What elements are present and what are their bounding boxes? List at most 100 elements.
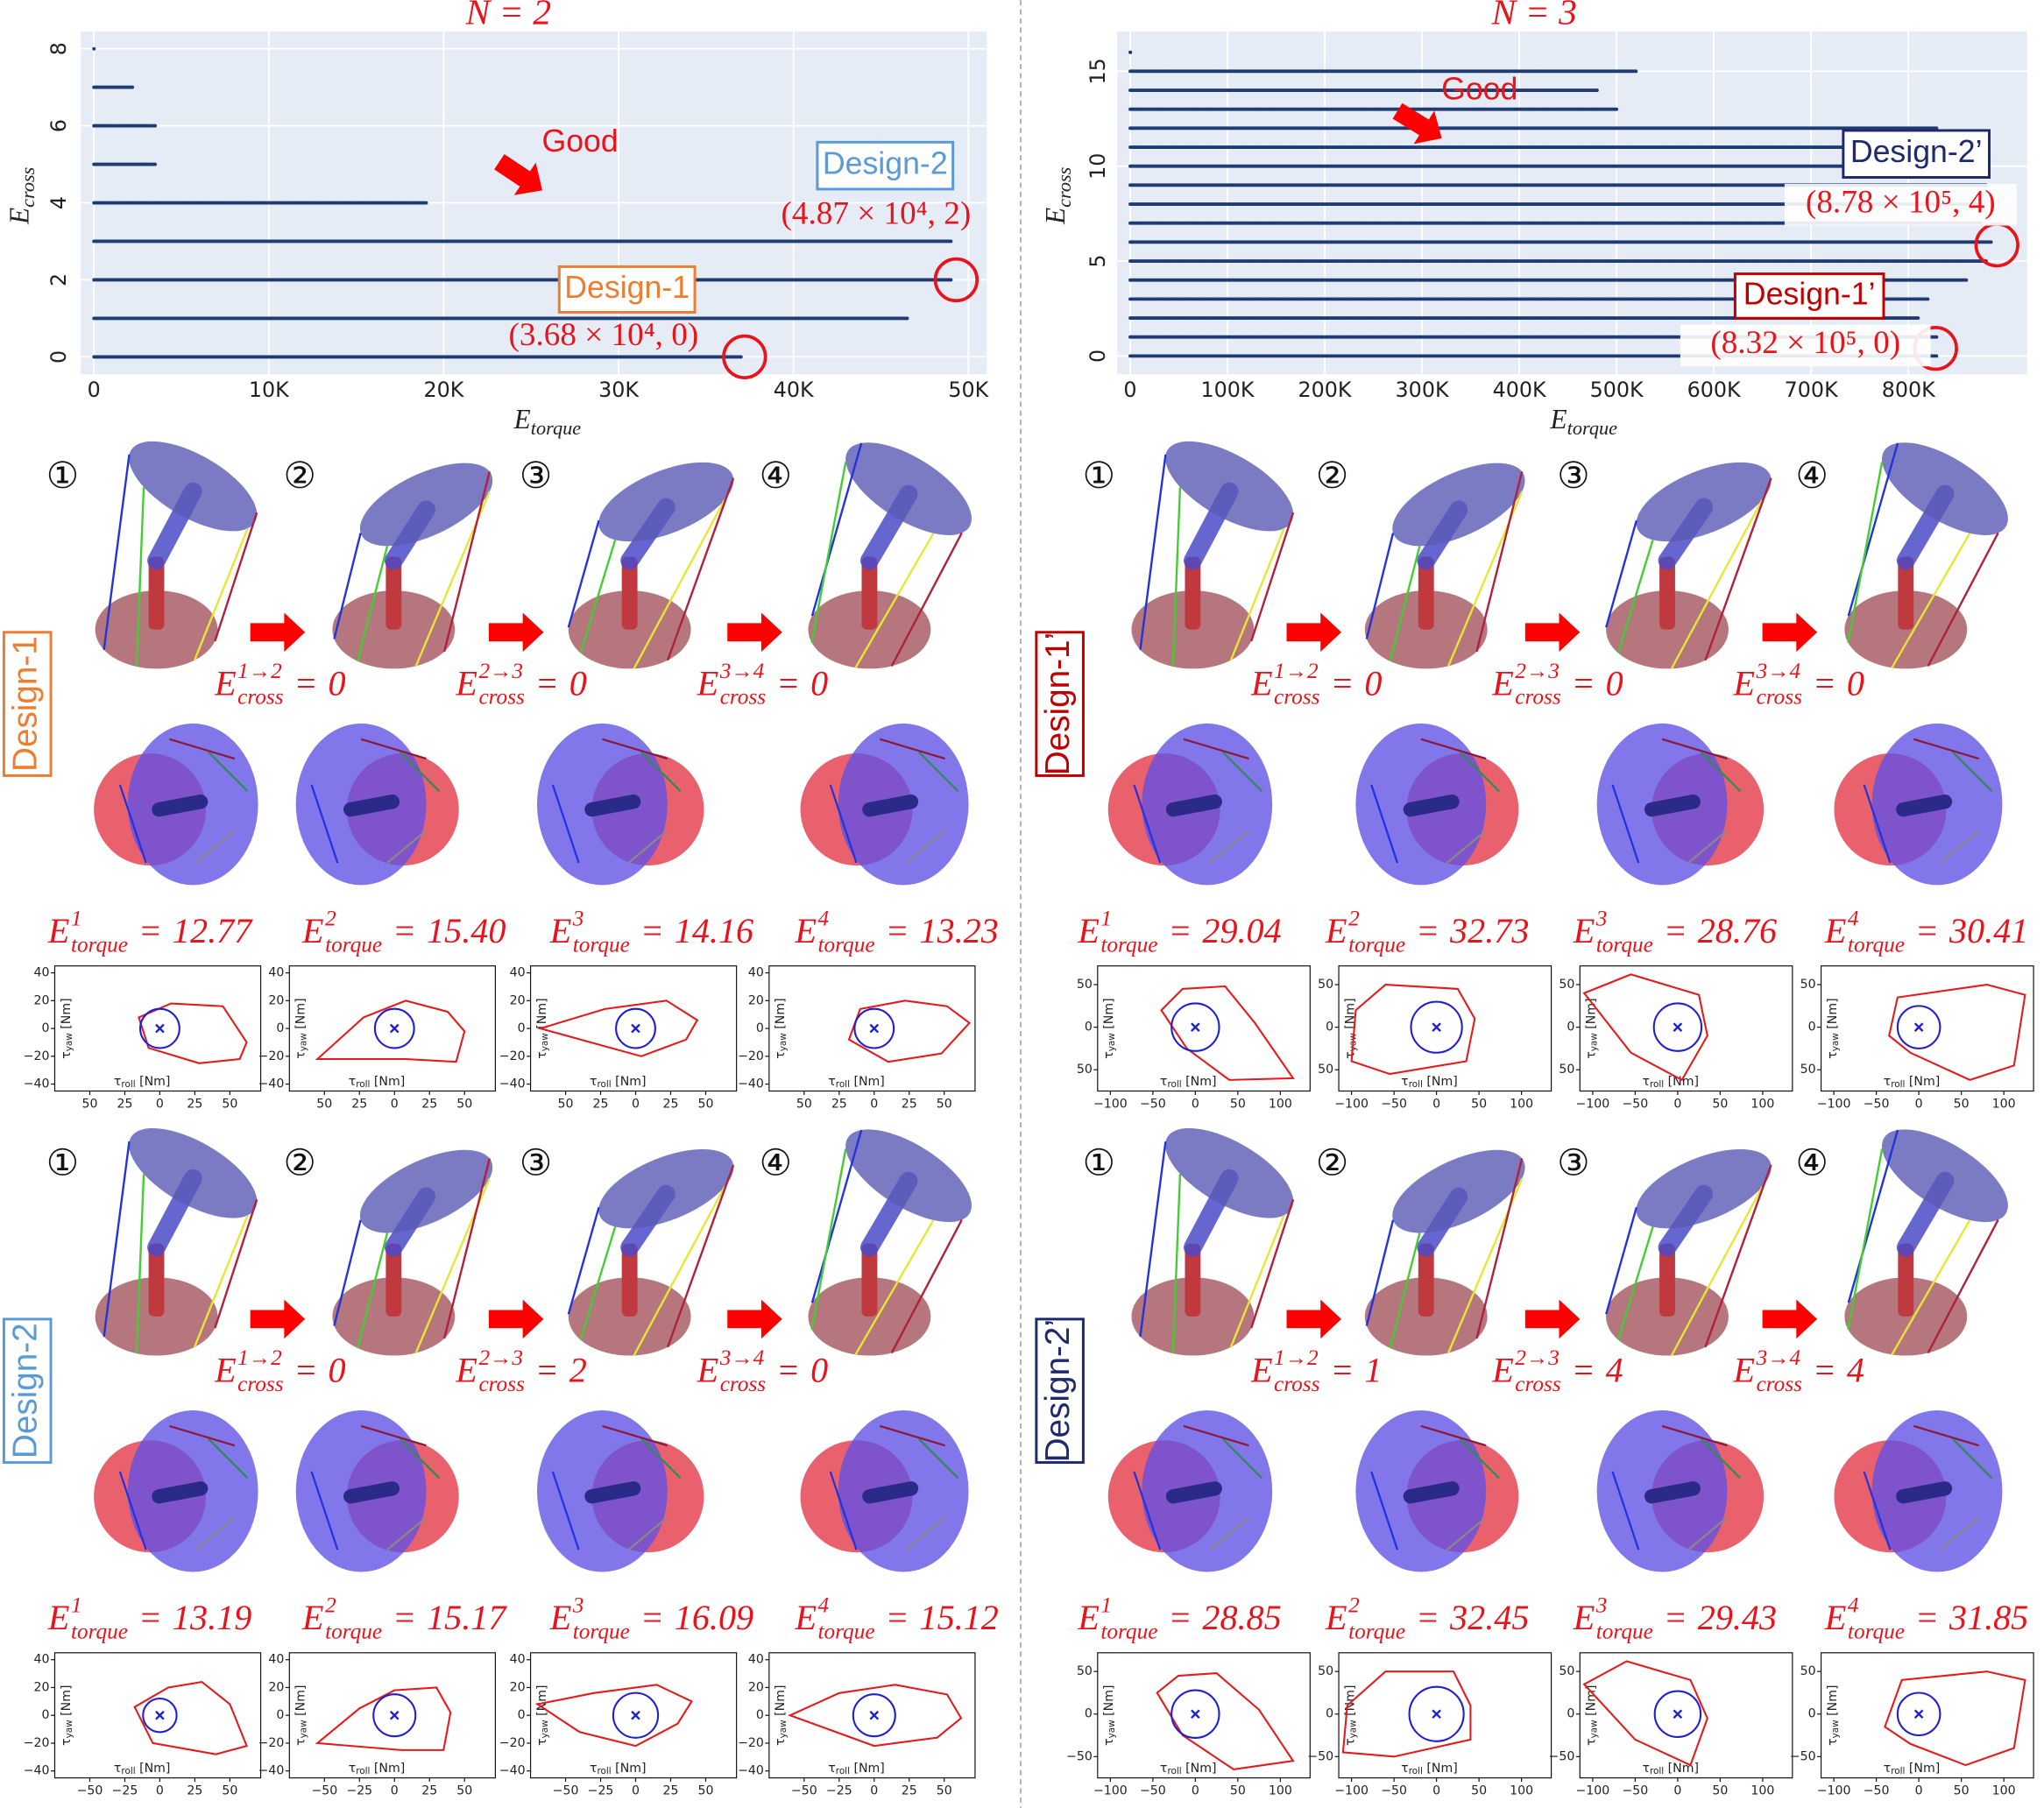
equation: E2 torque = 15.40 — [301, 906, 506, 957]
cable — [1616, 539, 1654, 653]
text-part: = — [885, 1598, 909, 1637]
x-tick-label: 0 — [1915, 1784, 1923, 1798]
text-part: E — [697, 1351, 719, 1390]
y-tick-label: 10 — [1086, 153, 1110, 180]
torque-polygon — [1582, 973, 1708, 1082]
text-part: τ — [1642, 1075, 1650, 1089]
text-part: E — [549, 911, 572, 950]
text-part: torque — [1848, 932, 1905, 957]
y-tick-label: 6 — [46, 119, 71, 132]
step-number: ③ — [520, 1141, 552, 1183]
top-plate — [359, 1149, 493, 1233]
y-tick-label: −50 — [1307, 1749, 1333, 1763]
robot-illustration — [567, 1148, 735, 1357]
gravity-circle — [1653, 1690, 1702, 1738]
equation: E3 torque = 28.76 — [1573, 906, 1777, 957]
text-part: E — [1573, 911, 1595, 950]
arm-top — [1403, 1481, 1460, 1504]
x-tick-label: −100 — [1575, 1097, 1609, 1111]
plot-frame — [1579, 965, 1793, 1092]
text-part: torque — [1100, 1619, 1157, 1643]
cable-top — [169, 738, 236, 760]
text-part: E — [1733, 1351, 1756, 1390]
cable — [1670, 1186, 1764, 1357]
text-part: E — [697, 663, 719, 703]
text-part: 1 — [1364, 1351, 1382, 1390]
cable — [333, 533, 362, 639]
cable-top — [1183, 738, 1249, 760]
cable — [1389, 1232, 1421, 1349]
base-post — [861, 556, 878, 630]
base-post — [1898, 1243, 1914, 1317]
design-label-box — [1035, 631, 1085, 777]
text-part: τ — [1826, 1738, 1840, 1746]
cable-top — [1370, 784, 1399, 864]
torque-polygon — [534, 1684, 693, 1748]
plot-frame — [768, 1652, 976, 1779]
x-axis-label: Etorque — [1550, 404, 1618, 439]
center-marker — [1191, 1709, 1200, 1720]
x-tick-label: 0 — [632, 1784, 640, 1798]
y-tick-label: 50 — [1800, 1664, 1816, 1678]
base-post — [1659, 1243, 1675, 1317]
text-part: yaw — [299, 1033, 309, 1052]
y-tick-label: 20 — [748, 993, 764, 1007]
x-tick-label: 0 — [1192, 1784, 1199, 1798]
text-part: = — [294, 663, 318, 703]
annotation: Design-2’ — [1850, 134, 1983, 169]
annotation: Good — [1441, 72, 1517, 107]
torque-polygon — [1341, 1670, 1472, 1758]
arm-top — [1644, 1481, 1701, 1504]
text-part: roll — [1650, 1766, 1664, 1776]
cable-top — [118, 784, 147, 864]
text-part: 12.77 — [173, 911, 253, 950]
cable-top — [905, 830, 946, 864]
x-axis-label: τroll [Nm] — [590, 1075, 647, 1090]
text-part: [Nm] — [1905, 1075, 1940, 1089]
y-axis-label: τyaw [Nm] — [1826, 1685, 1841, 1746]
cable-top — [880, 1424, 946, 1447]
x-tick-label: 50K — [948, 378, 989, 402]
step-arrow — [488, 1299, 544, 1339]
x-tick-label: 700K — [1785, 378, 1839, 402]
y-tick-label: 50 — [1559, 1063, 1574, 1077]
y-tick-label: −20 — [499, 1049, 526, 1063]
text-part: roll — [121, 1766, 135, 1776]
text-part: 1→2 — [1274, 1345, 1319, 1370]
cable-top — [1952, 1437, 1993, 1480]
x-axis-label: τroll [Nm] — [1401, 1762, 1458, 1776]
cable — [1475, 1158, 1524, 1339]
top-plate — [1636, 462, 1772, 542]
text-part: yaw — [1107, 1033, 1117, 1052]
text-part: 14.16 — [675, 911, 753, 950]
text-part: 1 — [71, 906, 82, 930]
cable — [1847, 1148, 1884, 1331]
x-tick-label: 0 — [156, 1784, 164, 1798]
top-plate — [129, 1127, 258, 1218]
annotation-box — [557, 265, 697, 314]
y-tick-label: 0 — [42, 1021, 50, 1035]
text-part: τ — [349, 1762, 357, 1776]
text-part: τ — [774, 1738, 788, 1746]
top-plate — [1881, 442, 2008, 536]
x-tick-label: 100 — [1992, 1784, 2016, 1798]
base-post — [385, 1243, 402, 1317]
y-tick-label: −40 — [738, 1077, 764, 1091]
annotation: (4.87 × 10⁴, 2) — [781, 196, 971, 232]
text-part: = — [393, 911, 416, 950]
top-plate — [598, 462, 734, 542]
text-part: roll — [1409, 1079, 1423, 1090]
y-tick-label: −50 — [1790, 1749, 1816, 1763]
step-arrow — [727, 1299, 782, 1339]
x-tick-label: 200K — [1298, 378, 1353, 402]
top-view — [1834, 1410, 2003, 1572]
x-tick-label: 0 — [870, 1784, 878, 1798]
text-part: [Nm] — [1182, 1762, 1217, 1776]
y-tick-label: 40 — [748, 1653, 764, 1667]
cable-top — [905, 1516, 946, 1551]
text-part: E — [1573, 1598, 1595, 1637]
text-part: cross — [1757, 684, 1803, 709]
x-tick-label: 20K — [424, 378, 465, 402]
cable-top — [880, 738, 946, 760]
cable — [1250, 512, 1295, 642]
